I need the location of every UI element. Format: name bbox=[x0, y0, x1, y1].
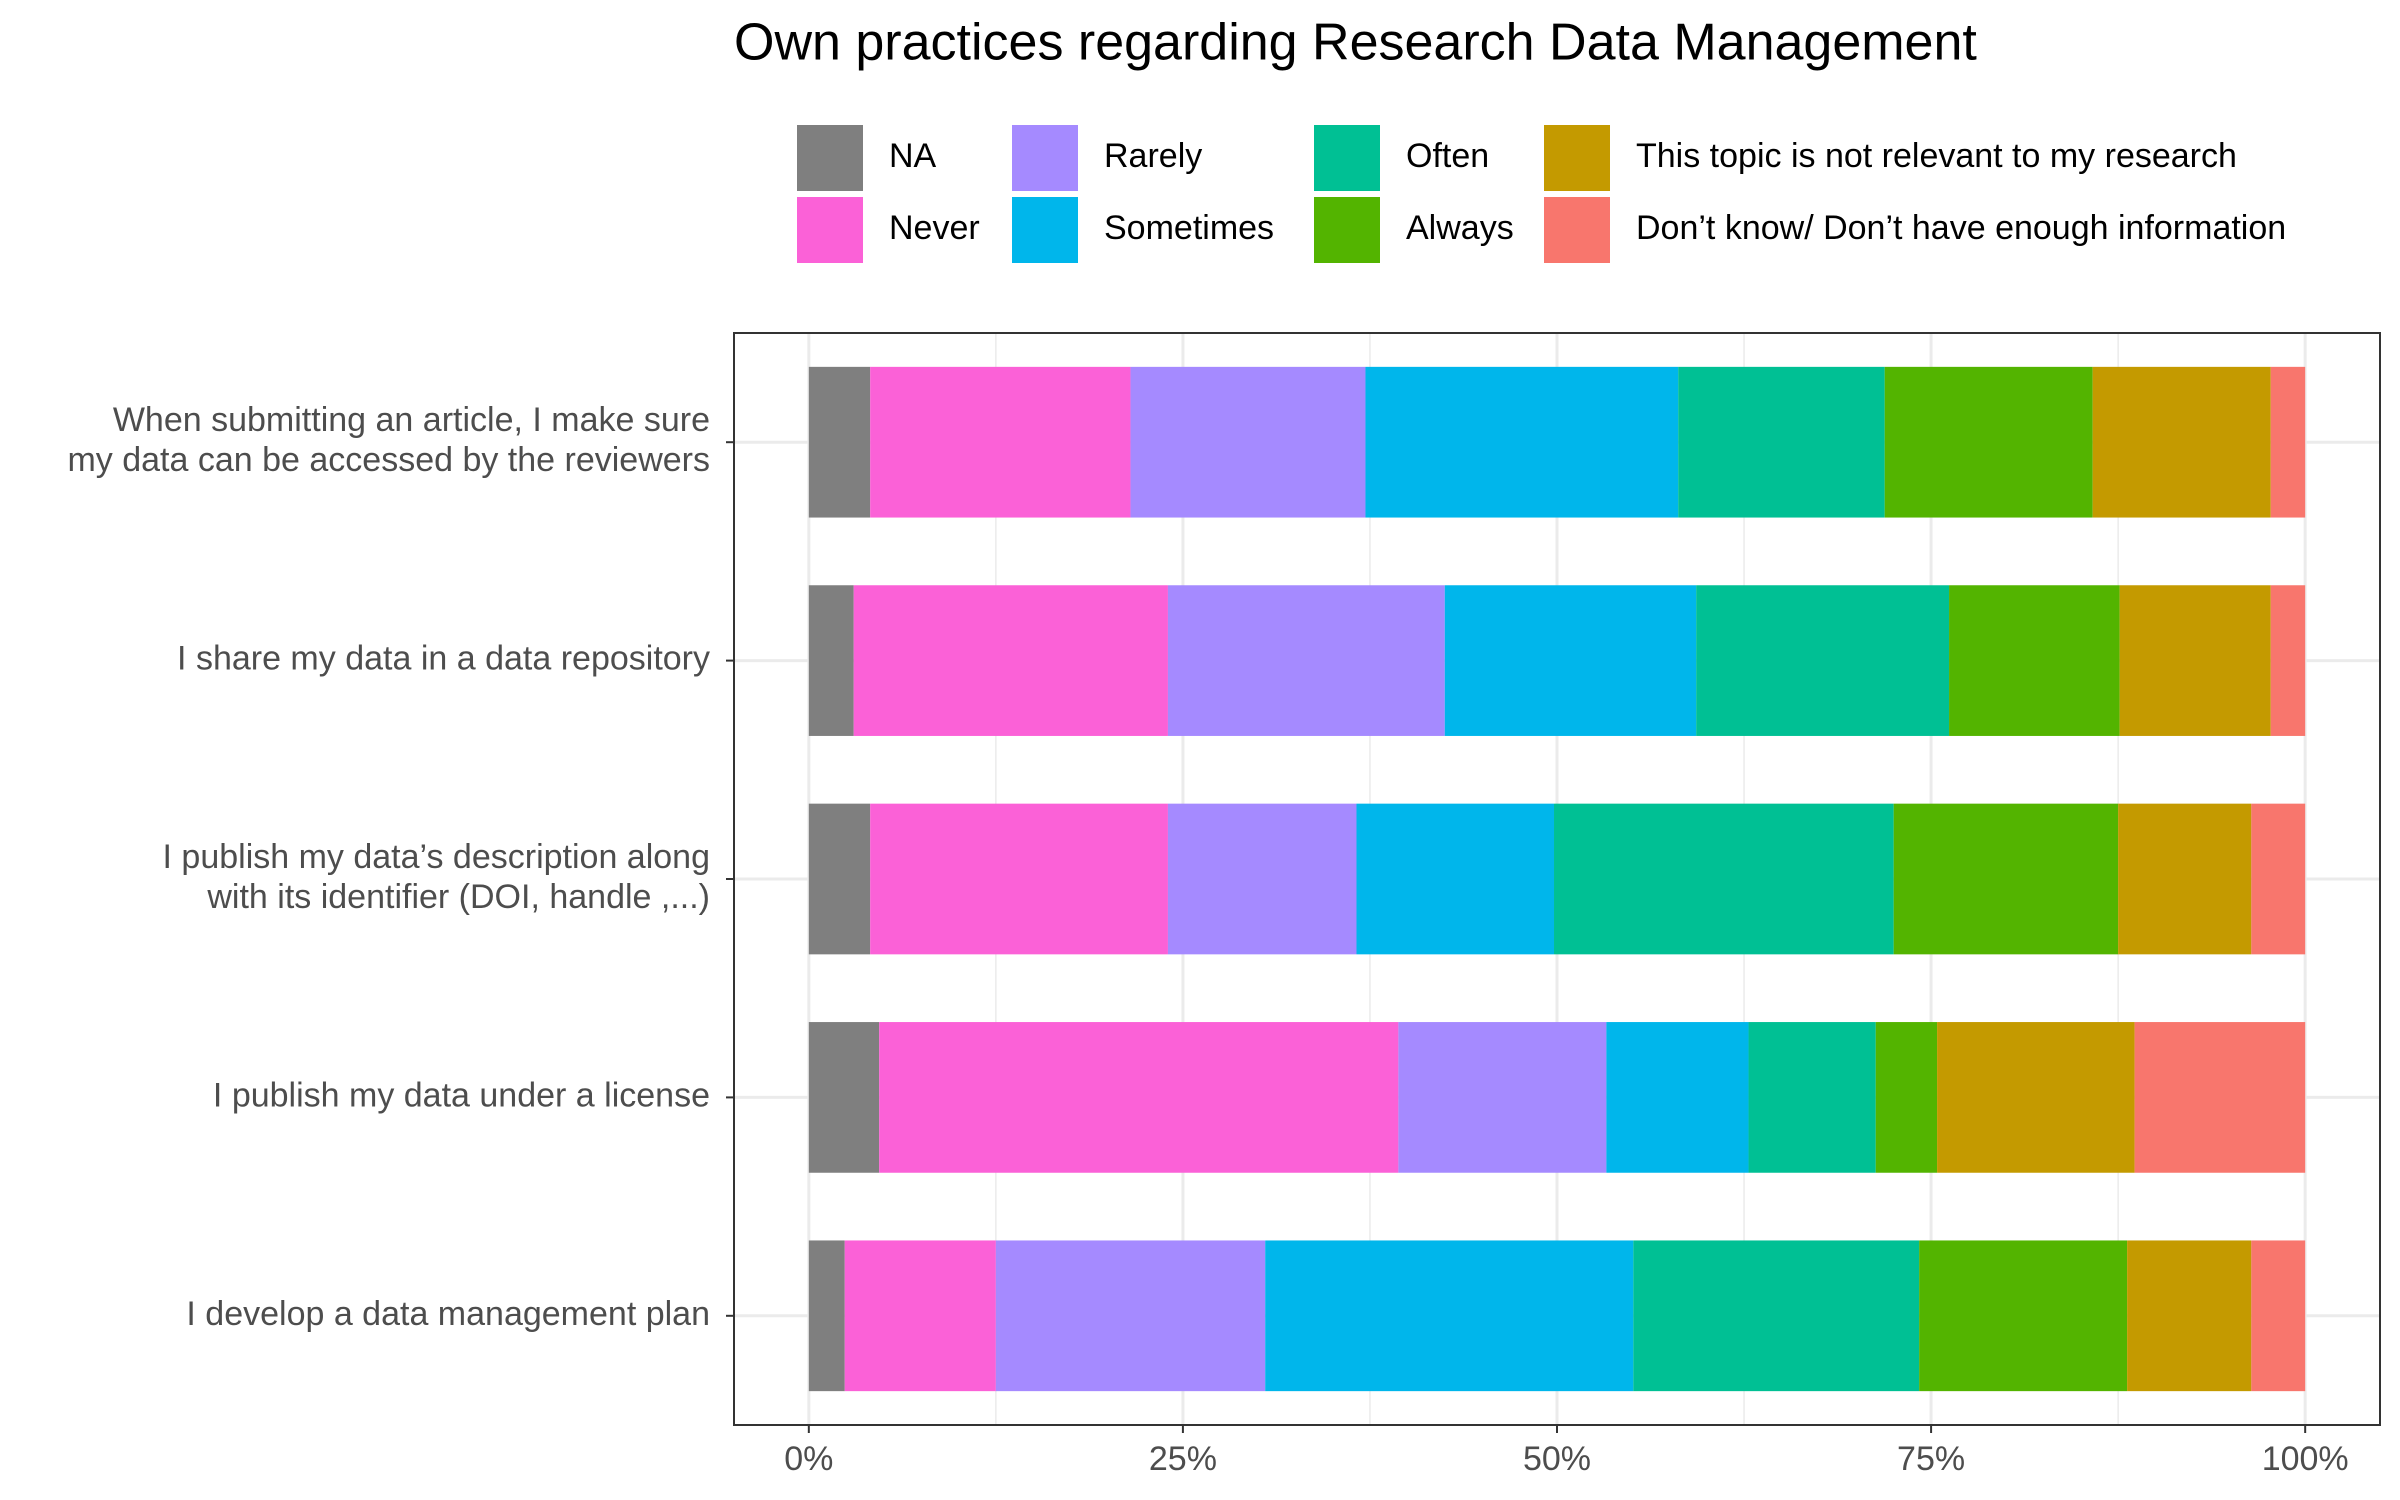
bar-segment bbox=[1130, 366, 1366, 518]
bar-segment bbox=[1884, 366, 2093, 518]
legend-label: Always bbox=[1406, 209, 1514, 247]
legend-swatch bbox=[1012, 125, 1078, 191]
legend-label: Never bbox=[889, 209, 980, 247]
legend-swatch bbox=[1012, 197, 1078, 263]
bar-segment bbox=[1365, 366, 1679, 518]
legend-label: Rarely bbox=[1104, 137, 1202, 175]
legend-label: Sometimes bbox=[1104, 209, 1274, 247]
bar-segment bbox=[1875, 1022, 1938, 1173]
bar-segment bbox=[1444, 585, 1697, 736]
legend-label: NA bbox=[889, 137, 937, 175]
bar-segment bbox=[1633, 1240, 1920, 1392]
bar-segment bbox=[808, 803, 871, 955]
bar-segment bbox=[870, 803, 1168, 955]
bar-segment bbox=[879, 1022, 1399, 1173]
bar-segment bbox=[1696, 585, 1950, 736]
x-tick-label: 75% bbox=[1897, 1440, 1965, 1478]
bar-segment bbox=[1554, 803, 1894, 955]
bar-segment bbox=[2118, 803, 2252, 955]
legend-swatch bbox=[1544, 197, 1610, 263]
y-tick-label: I share my data in a data repository bbox=[177, 640, 710, 678]
bar-segment bbox=[1167, 585, 1445, 736]
bar-segment bbox=[2134, 1022, 2306, 1173]
x-tick-label: 25% bbox=[1149, 1440, 1217, 1478]
bar-segment bbox=[1893, 803, 2119, 955]
bar-segment bbox=[808, 585, 854, 736]
bar-segment bbox=[853, 585, 1168, 736]
x-tick-label: 0% bbox=[784, 1440, 833, 1478]
bar-segment bbox=[1167, 803, 1357, 955]
bar-segment bbox=[1265, 1240, 1634, 1392]
bar-segment bbox=[1748, 1022, 1876, 1173]
legend-swatch bbox=[1314, 197, 1380, 263]
bar-segment bbox=[870, 366, 1131, 518]
bar-segment bbox=[1919, 1240, 2128, 1392]
bar-segment bbox=[1937, 1022, 2135, 1173]
x-tick-label: 50% bbox=[1523, 1440, 1591, 1478]
legend-swatch bbox=[1544, 125, 1610, 191]
y-tick-label: When submitting an article, I make sure m… bbox=[67, 401, 710, 479]
bar-segment bbox=[1678, 366, 1885, 518]
bar-segment bbox=[2092, 366, 2271, 518]
legend-label: Often bbox=[1406, 137, 1489, 175]
y-tick-label: I develop a data management plan bbox=[186, 1295, 710, 1333]
bar-segment bbox=[2251, 803, 2306, 955]
bar-segment bbox=[844, 1240, 996, 1392]
bar-segment bbox=[2127, 1240, 2252, 1392]
legend-label: Don’t know/ Don’t have enough informatio… bbox=[1636, 209, 2286, 247]
bar-segment bbox=[2270, 585, 2306, 736]
bar-segment bbox=[2270, 366, 2306, 518]
bar-segment bbox=[808, 1022, 880, 1173]
bar-segment bbox=[1949, 585, 2120, 736]
bar-segment bbox=[2251, 1240, 2306, 1392]
legend-swatch bbox=[1314, 125, 1380, 191]
legend-swatch bbox=[797, 125, 863, 191]
bar-segment bbox=[2119, 585, 2271, 736]
bar-segment bbox=[995, 1240, 1266, 1392]
y-tick-label: I publish my data’s description along wit… bbox=[163, 838, 710, 916]
bar-segment bbox=[808, 1240, 845, 1392]
legend-label: This topic is not relevant to my researc… bbox=[1636, 137, 2237, 175]
bar-segment bbox=[1398, 1022, 1607, 1173]
y-tick-label: I publish my data under a license bbox=[213, 1076, 710, 1114]
x-tick-label: 100% bbox=[2262, 1440, 2349, 1478]
bar-segment bbox=[1356, 803, 1555, 955]
legend-swatch bbox=[797, 197, 863, 263]
bar-segment bbox=[1606, 1022, 1749, 1173]
chart-title: Own practices regarding Research Data Ma… bbox=[734, 14, 1977, 72]
bar-segment bbox=[808, 366, 871, 518]
